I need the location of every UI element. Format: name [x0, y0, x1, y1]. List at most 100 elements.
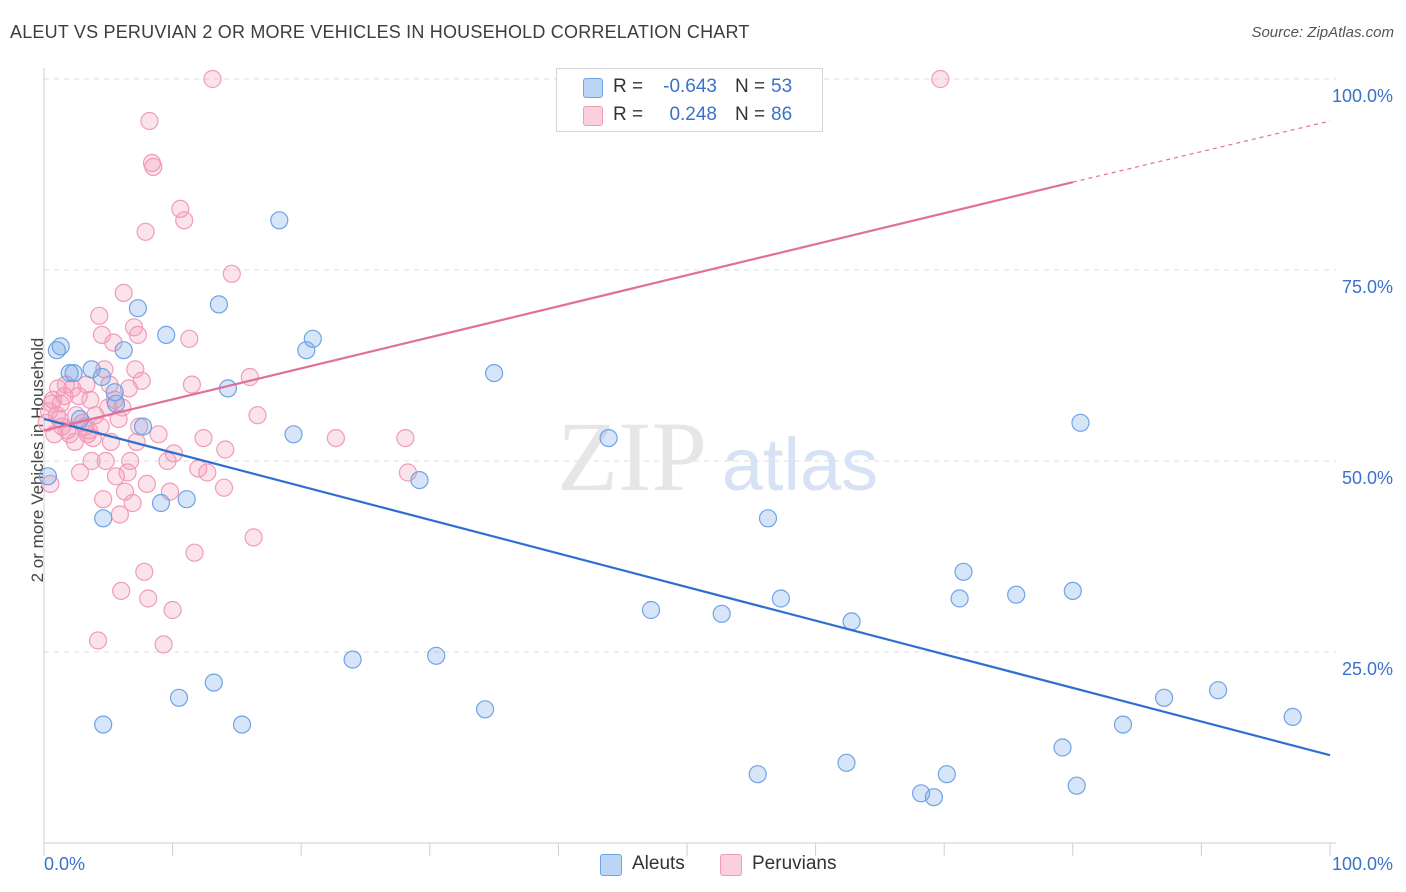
peruvian-point: [88, 631, 108, 650]
peruvian-point: [248, 406, 267, 425]
aleut-point: [94, 509, 113, 528]
aleut-point: [937, 765, 956, 784]
peruvian-point: [139, 589, 158, 608]
aleut-point: [157, 325, 176, 344]
peruvian-point: [149, 425, 168, 444]
peruvian-point: [180, 329, 199, 348]
aleut-point: [343, 650, 362, 669]
gridlines: [44, 78, 1336, 653]
aleut-point: [485, 364, 504, 383]
peruvian-point: [118, 463, 137, 482]
aleut-point: [70, 409, 90, 429]
peruvian-point: [137, 474, 156, 493]
aleut-point: [1053, 738, 1072, 757]
aleut-point: [954, 562, 973, 581]
n-label: N =: [735, 104, 766, 125]
peruvian-point: [121, 451, 140, 471]
aleut-point: [92, 367, 112, 387]
aleut-point: [427, 646, 446, 665]
peruvian-point: [175, 211, 194, 230]
peruvians-trend-line: [43, 181, 1074, 432]
axes: [43, 68, 1336, 856]
aleut-point: [1154, 688, 1174, 707]
peruvian-point: [104, 333, 123, 352]
peruvian-point: [144, 157, 163, 176]
aleut-point: [476, 700, 495, 719]
peruvian-point: [931, 69, 950, 89]
peruvian-point: [222, 264, 241, 283]
peruvians-swatch: [583, 106, 603, 126]
peruvian-point: [244, 528, 263, 547]
aleut-point: [51, 337, 70, 356]
aleut-point: [599, 429, 618, 448]
peruvian-point: [194, 429, 213, 448]
aleut-point: [1208, 681, 1228, 700]
aleut-point: [105, 383, 124, 402]
peruvian-point: [109, 409, 128, 429]
aleut-point: [842, 612, 861, 631]
aleut-point: [1067, 776, 1086, 795]
trend-lines: [43, 120, 1331, 757]
n-value-peruvians: 86: [771, 104, 793, 125]
peruvian-point: [123, 493, 142, 513]
aleut-point: [1113, 715, 1133, 734]
peruvian-point: [114, 283, 133, 302]
watermark: ZIP atlas: [557, 401, 878, 512]
aleut-point: [712, 604, 731, 623]
peruvian-point: [70, 463, 90, 482]
correlation-legend: R = -0.643 N = 53 R = 0.248 N = 86: [556, 68, 823, 132]
peruvian-point: [163, 600, 182, 620]
peruvian-point: [182, 375, 201, 394]
aleut-point: [177, 490, 196, 509]
aleut-point: [837, 753, 856, 772]
aleut-point: [1071, 413, 1090, 432]
aleut-point: [133, 417, 153, 436]
aleut-point: [1283, 707, 1302, 727]
peruvian-point: [94, 490, 113, 509]
aleut-point: [297, 341, 316, 360]
peruvians-swatch: [720, 854, 742, 876]
r-value-peruvians: 0.248: [669, 104, 717, 125]
aleut-point: [169, 688, 189, 707]
peruvian-point: [140, 111, 159, 131]
aleut-point: [410, 471, 429, 490]
peruvian-point: [171, 199, 190, 218]
aleut-point: [128, 299, 147, 318]
watermark-atlas: atlas: [722, 423, 878, 506]
aleut-point: [209, 295, 228, 314]
aleuts-swatch: [583, 78, 603, 98]
n-value-aleuts: 53: [771, 76, 793, 97]
peruvian-point: [55, 387, 74, 406]
peruvians-points: [37, 69, 950, 654]
r-value-aleuts: -0.643: [663, 76, 717, 97]
peruvian-point: [136, 222, 155, 241]
aleut-point: [284, 425, 303, 444]
y-tick-label: 75.0%: [1342, 277, 1393, 297]
aleut-point: [114, 341, 133, 360]
y-tick-label: 25.0%: [1342, 659, 1393, 679]
watermark-zip: ZIP: [557, 401, 707, 512]
aleut-point: [771, 589, 791, 608]
chart-title: ALEUT VS PERUVIAN 2 OR MORE VEHICLES IN …: [10, 22, 750, 42]
legend-label-peruvians: Peruvians: [752, 853, 837, 874]
peruvian-point: [216, 440, 235, 459]
r-label: R =: [613, 104, 644, 125]
legend-label-aleuts: Aleuts: [632, 853, 685, 874]
peruvian-point: [214, 478, 234, 497]
peruvian-point: [203, 69, 222, 89]
aleut-point: [204, 673, 223, 692]
peruvian-point: [128, 325, 147, 344]
y-tick-label: 50.0%: [1342, 468, 1393, 488]
x-tick-label: 0.0%: [44, 854, 85, 874]
peruvian-point: [135, 562, 154, 581]
peruvian-point: [132, 371, 151, 390]
peruvian-point: [96, 451, 115, 471]
aleut-point: [1063, 581, 1082, 601]
aleut-point: [60, 364, 79, 383]
aleuts-trend-line: [43, 417, 1331, 757]
aleut-point: [950, 589, 969, 608]
aleut-point: [303, 329, 322, 348]
r-label: R =: [613, 76, 644, 97]
aleut-point: [64, 364, 83, 383]
